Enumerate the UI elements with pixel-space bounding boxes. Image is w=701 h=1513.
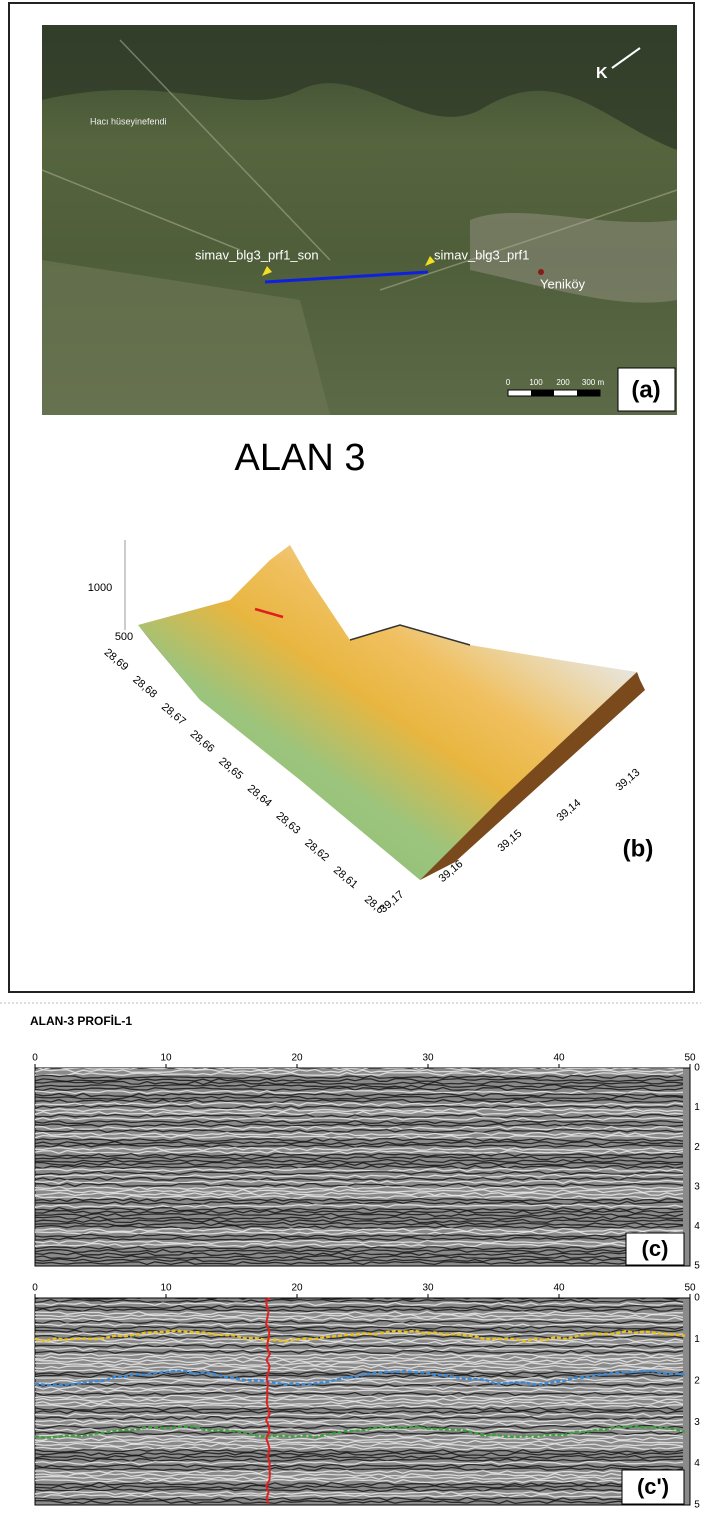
distance-tick-label: 20 <box>291 1053 303 1064</box>
depth-tick-label: 5 <box>694 1500 700 1511</box>
lat-tick-label: 39,17 <box>378 888 407 915</box>
depth-tick-label: 0 <box>694 1063 700 1074</box>
lon-tick-label: 28,64 <box>245 783 274 810</box>
distance-tick-label: 40 <box>553 1053 565 1064</box>
satellite-image <box>42 25 677 415</box>
lon-tick-label: 28,67 <box>159 701 188 728</box>
depth-tick-label: 0 <box>694 1293 700 1304</box>
lon-tick-label: 28,69 <box>102 646 131 673</box>
depth-tick-label: 2 <box>694 1142 700 1153</box>
panel-label: (c) <box>642 1236 669 1261</box>
profile-title: ALAN-3 PROFİL-1 <box>30 1013 132 1028</box>
place-label: simav_blg3_prf1_son <box>195 247 319 262</box>
scale-label: 0 <box>506 378 511 387</box>
lon-tick-label: 28,65 <box>216 755 245 782</box>
distance-tick-label: 30 <box>422 1283 434 1294</box>
lon-tick-label: 28,62 <box>302 837 331 864</box>
z-tick-label: 1000 <box>88 582 112 594</box>
distance-tick-label: 20 <box>291 1283 303 1294</box>
lat-tick-label: 39,15 <box>496 827 525 854</box>
panel-label: (b) <box>623 835 654 862</box>
place-label: simav_blg3_prf1 <box>434 247 529 262</box>
lon-tick-label: 28,66 <box>188 728 217 755</box>
distance-tick-label: 10 <box>160 1283 172 1294</box>
depth-tick-label: 1 <box>694 1102 700 1113</box>
scale-label: 200 <box>556 378 570 387</box>
depth-tick-label: 1 <box>694 1334 700 1345</box>
north-label: K <box>596 65 608 82</box>
lon-tick-label: 28,61 <box>331 864 360 891</box>
depth-tick-label: 5 <box>694 1261 700 1272</box>
terrain-surface <box>125 540 645 880</box>
panel-label: (c') <box>637 1474 669 1499</box>
distance-tick-label: 40 <box>553 1283 565 1294</box>
place-label: Hacı hüseyinefendi <box>90 116 167 126</box>
depth-tick-label: 3 <box>694 1181 700 1192</box>
lat-tick-label: 39,13 <box>614 766 643 793</box>
figure: Hacı hüseyinefendi simav_blg3_prf1_son s… <box>0 0 701 1513</box>
distance-tick-label: 0 <box>32 1053 38 1064</box>
depth-tick-label: 4 <box>694 1221 700 1232</box>
scale-label: 300 m <box>582 378 605 387</box>
panel-title: ALAN 3 <box>235 437 366 479</box>
depth-tick-label: 2 <box>694 1375 700 1386</box>
lat-tick-label: 39,14 <box>555 797 584 824</box>
distance-tick-label: 30 <box>422 1053 434 1064</box>
distance-tick-label: 0 <box>32 1283 38 1294</box>
lon-tick-label: 28,63 <box>274 810 303 837</box>
place-label: Yeniköy <box>540 276 586 291</box>
depth-tick-label: 4 <box>694 1458 700 1469</box>
distance-tick-label: 10 <box>160 1053 172 1064</box>
radargram <box>35 1298 690 1505</box>
panel-label: (a) <box>631 376 660 403</box>
lon-tick-label: 28,68 <box>130 674 159 701</box>
depth-tick-label: 3 <box>694 1417 700 1428</box>
scale-label: 100 <box>529 378 543 387</box>
z-tick-label: 500 <box>115 631 133 643</box>
